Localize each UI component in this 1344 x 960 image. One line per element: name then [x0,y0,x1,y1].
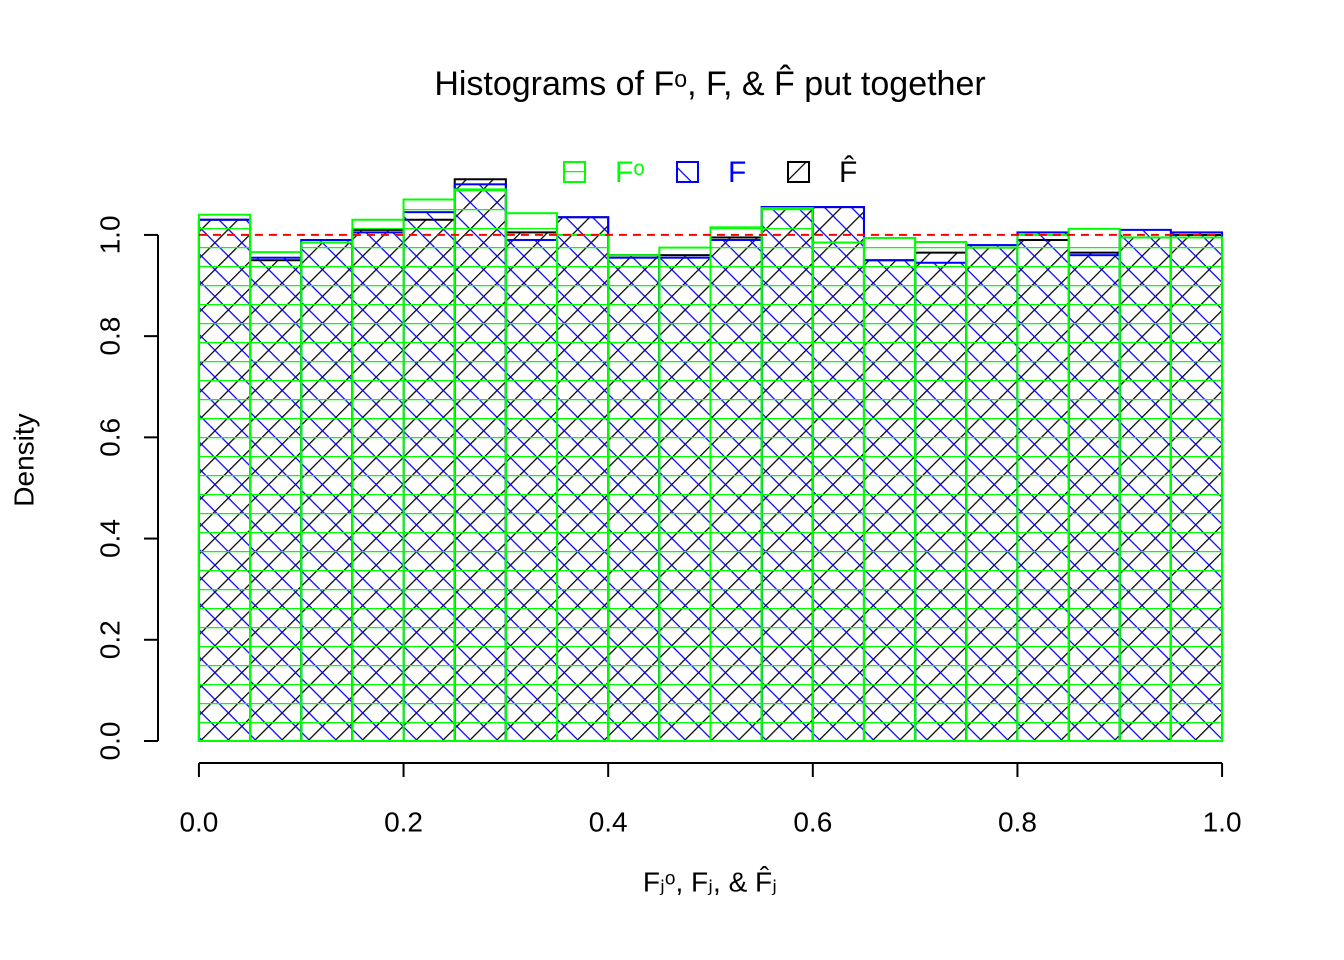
histogram-bar [402,198,456,742]
histogram-bar [1016,233,1070,742]
y-tick-label: 1.0 [94,215,125,254]
x-tick-label: 0.2 [384,806,423,837]
legend-label: Fᵒ [615,156,645,189]
histogram-bar [607,254,661,742]
histogram-bar [249,251,303,742]
y-tick-label: 0.2 [94,620,125,659]
histogram-bar [1169,236,1224,742]
histogram-bar [556,233,610,742]
histogram-bar [300,241,354,742]
histogram-bar [658,246,712,742]
x-tick-label: 0.6 [793,806,832,837]
histogram-bar [1118,236,1172,742]
legend-label: F̂ [839,156,857,189]
y-tick-label: 0.8 [94,317,125,356]
y-axis-label: Density [8,413,39,506]
legend-label: F [728,156,746,189]
legend-swatch [787,161,810,183]
x-tick-label: 0.4 [589,806,628,837]
y-tick-label: 0.6 [94,418,125,457]
histogram-bar [351,218,405,742]
histogram-bar [709,226,763,742]
histogram-bar [453,188,507,742]
histogram-bar [504,212,559,742]
histogram-bar [811,241,865,742]
histogram-bar [965,246,1019,742]
y-tick-label: 0.4 [94,519,125,558]
histogram-bar [862,236,917,742]
x-axis-label: Fⱼᵒ, Fⱼ, & F̂ⱼ [643,866,777,897]
histogram-bar [760,207,814,742]
chart-title: Histograms of Fᵒ, F, & F̂ put together [434,64,985,103]
histogram-bar [914,241,968,742]
histogram-bar [1067,227,1121,742]
x-tick-label: 1.0 [1203,806,1242,837]
x-tick-label: 0.0 [179,806,218,837]
x-tick-label: 0.8 [998,806,1037,837]
legend-swatch [676,161,699,183]
y-tick-label: 0.0 [94,722,125,761]
legend-swatch [563,161,586,183]
histogram-bar [197,213,252,742]
